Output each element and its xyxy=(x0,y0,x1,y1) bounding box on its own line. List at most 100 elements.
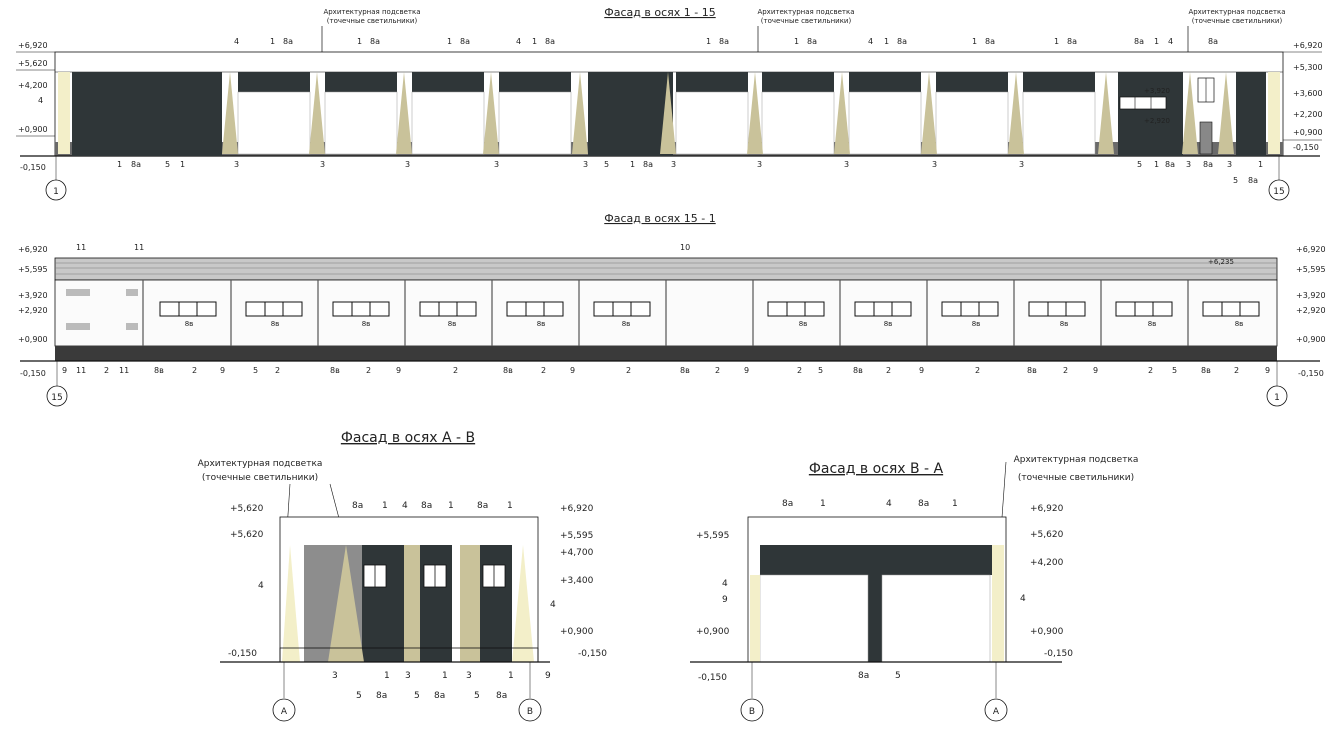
svg-text:8а: 8а xyxy=(460,37,470,46)
svg-text:5: 5 xyxy=(1137,160,1142,169)
svg-text:+0,900: +0,900 xyxy=(1296,335,1326,344)
facade-a-v: Фасад в осях А - В Архитектурная подсвет… xyxy=(198,430,607,722)
svg-text:+4,200: +4,200 xyxy=(1030,558,1064,568)
svg-text:8в: 8в xyxy=(1201,366,1211,375)
svg-text:4: 4 xyxy=(722,579,728,589)
svg-text:Архитектурная подсветка: Архитектурная подсветка xyxy=(1014,455,1139,465)
svg-text:1: 1 xyxy=(382,501,388,511)
svg-text:3: 3 xyxy=(332,671,338,681)
axis-a-bubble-b: А xyxy=(984,662,1008,722)
svg-text:9: 9 xyxy=(722,595,728,605)
svg-text:8в: 8в xyxy=(271,320,280,328)
svg-text:8в: 8в xyxy=(448,320,457,328)
svg-text:8а: 8а xyxy=(985,37,995,46)
svg-text:-0,150: -0,150 xyxy=(20,369,46,378)
svg-text:5: 5 xyxy=(414,691,420,701)
axis-v-bubble-b: В xyxy=(740,662,764,722)
svg-text:1: 1 xyxy=(630,160,635,169)
svg-text:8а: 8а xyxy=(370,37,380,46)
svg-text:5: 5 xyxy=(818,366,823,375)
svg-text:9: 9 xyxy=(396,366,401,375)
svg-text:-0,150: -0,150 xyxy=(228,649,257,659)
svg-text:1: 1 xyxy=(508,671,514,681)
levels-v-a: +5,595 4 9 +0,900 -0,150 +6,920 +5,620 +… xyxy=(696,504,1073,683)
axis-a-bubble: А xyxy=(272,662,296,722)
svg-text:+3,920: +3,920 xyxy=(1144,87,1170,95)
bottom-marks-v-a: 8а 5 xyxy=(858,671,901,681)
top-marks-1-15: 4 1 8а 1 8а 1 8а 4 1 8а 1 8а 1 8а 4 1 8а… xyxy=(234,37,1218,46)
svg-text:8в: 8в xyxy=(1060,320,1069,328)
svg-text:1: 1 xyxy=(117,160,122,169)
axis-1-bubble-b: 1 xyxy=(1266,361,1288,407)
svg-text:+5,620: +5,620 xyxy=(18,59,48,68)
svg-text:+4,200: +4,200 xyxy=(18,81,48,90)
svg-text:8а: 8а xyxy=(719,37,729,46)
svg-text:8в: 8в xyxy=(362,320,371,328)
svg-text:4: 4 xyxy=(516,37,521,46)
svg-text:+5,595: +5,595 xyxy=(560,531,593,541)
svg-text:8а: 8а xyxy=(434,691,445,701)
bottom-marks-a-v: 3 1 3 1 3 1 9 5 8а 5 8а 5 8а xyxy=(332,671,551,701)
svg-text:2: 2 xyxy=(192,366,197,375)
svg-text:2: 2 xyxy=(1063,366,1068,375)
svg-text:4: 4 xyxy=(1168,37,1173,46)
svg-text:8а: 8а xyxy=(1208,37,1218,46)
svg-text:3: 3 xyxy=(757,160,762,169)
svg-text:11: 11 xyxy=(134,243,144,252)
facade-a-v-title: Фасад в осях А - В xyxy=(341,430,475,446)
svg-text:+3,400: +3,400 xyxy=(560,576,594,586)
svg-text:+6,920: +6,920 xyxy=(1293,41,1323,50)
svg-text:9: 9 xyxy=(62,366,67,375)
svg-text:8в: 8в xyxy=(622,320,631,328)
svg-text:3: 3 xyxy=(234,160,239,169)
svg-text:8а: 8а xyxy=(496,691,507,701)
facade-15-1: Фасад в осях 15 - 1 xyxy=(18,212,1326,407)
svg-text:1: 1 xyxy=(53,187,59,197)
levels-right-15-1: +6,920 +5,595 +3,920 +2,920 +0,900 -0,15… xyxy=(1296,245,1326,378)
svg-text:-0,150: -0,150 xyxy=(1298,369,1324,378)
svg-text:8в: 8в xyxy=(330,366,340,375)
svg-text:2: 2 xyxy=(104,366,109,375)
svg-text:8в: 8в xyxy=(537,320,546,328)
svg-text:1: 1 xyxy=(448,501,454,511)
levels-right-1-15: +6,920 +5,300 +3,600 +2,200 +0,900 -0,15… xyxy=(1283,41,1323,152)
svg-text:9: 9 xyxy=(1093,366,1098,375)
svg-text:1: 1 xyxy=(270,37,275,46)
svg-text:Архитектурная подсветка: Архитектурная подсветка xyxy=(757,8,854,16)
svg-text:1: 1 xyxy=(1154,37,1159,46)
svg-text:(точечные светильники): (точечные светильники) xyxy=(1018,473,1134,483)
levels-a-v: +5,620 +5,620 4 -0,150 +6,920 +5,595 +4,… xyxy=(228,504,607,659)
axis-1-bubble: 1 xyxy=(45,156,67,201)
svg-text:4: 4 xyxy=(234,37,239,46)
facade-v-a-title: Фасад в осях В - А xyxy=(809,461,944,477)
svg-text:+5,620: +5,620 xyxy=(1030,530,1064,540)
svg-text:9: 9 xyxy=(545,671,551,681)
svg-text:8а: 8а xyxy=(1067,37,1077,46)
svg-text:3: 3 xyxy=(494,160,499,169)
svg-text:(точечные светильники): (точечные светильники) xyxy=(1192,17,1283,25)
svg-text:1: 1 xyxy=(447,37,452,46)
top-marks-v-a: 8а 1 4 8а 1 xyxy=(782,499,958,509)
svg-text:-0,150: -0,150 xyxy=(698,673,727,683)
svg-text:5: 5 xyxy=(356,691,362,701)
axis-15-bubble-b: 15 xyxy=(46,361,68,407)
svg-text:+0,900: +0,900 xyxy=(696,627,730,637)
svg-text:1: 1 xyxy=(1054,37,1059,46)
window xyxy=(1119,96,1167,110)
svg-text:5: 5 xyxy=(253,366,258,375)
facade-1-15: Фасад в осях 1 - 15 Архитектурная подсве… xyxy=(16,6,1323,201)
svg-text:+0,900: +0,900 xyxy=(560,627,594,637)
top-marks-a-v: 8а 1 4 8а 1 8а 1 xyxy=(352,501,513,511)
svg-text:1: 1 xyxy=(794,37,799,46)
svg-text:А: А xyxy=(281,707,288,717)
svg-text:1: 1 xyxy=(706,37,711,46)
svg-text:8в: 8в xyxy=(154,366,164,375)
svg-text:+6,920: +6,920 xyxy=(1030,504,1064,514)
svg-text:+6,920: +6,920 xyxy=(18,41,48,50)
svg-text:1: 1 xyxy=(180,160,185,169)
svg-text:+4,700: +4,700 xyxy=(560,548,594,558)
svg-text:1: 1 xyxy=(1154,160,1159,169)
svg-text:8в: 8в xyxy=(1148,320,1157,328)
